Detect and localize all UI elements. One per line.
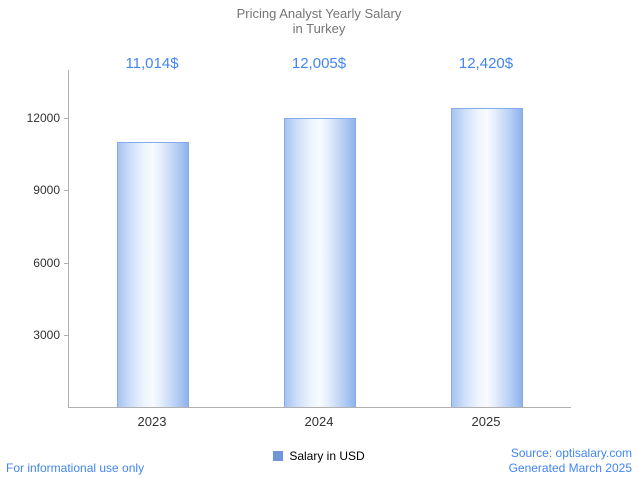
y-tick-label: 12000 (26, 111, 60, 126)
chart-title: Pricing Analyst Yearly Salary in Turkey (0, 6, 638, 36)
bar-2024 (284, 118, 356, 407)
x-tick-label: 2023 (137, 414, 167, 429)
legend-swatch-icon (273, 451, 284, 461)
y-tick-mark (64, 262, 68, 264)
x-tick-label: 2024 (304, 414, 334, 429)
chart-title-line1: Pricing Analyst Yearly Salary (236, 6, 402, 21)
plot-area (68, 70, 571, 408)
bar-2023 (117, 142, 189, 407)
legend-label: Salary in USD (289, 449, 365, 463)
generated-date: Generated March 2025 (508, 461, 632, 475)
bar-2025 (451, 108, 523, 407)
chart-title-line2: in Turkey (292, 21, 346, 36)
y-tick-mark (64, 334, 68, 336)
y-tick-mark (64, 118, 68, 120)
x-tick-label: 2025 (471, 414, 501, 429)
y-tick-mark (64, 190, 68, 192)
footer-source-block: Source: optisalary.com Generated March 2… (509, 446, 632, 476)
y-tick-label: 9000 (33, 183, 60, 198)
value-label: 12,420$ (458, 55, 514, 72)
value-label: 12,005$ (291, 55, 347, 72)
footer-disclaimer: For informational use only (6, 461, 145, 475)
source-link[interactable]: Source: optisalary.com (510, 446, 632, 460)
legend: Salary in USD (0, 449, 638, 463)
y-tick-label: 6000 (33, 255, 60, 270)
y-tick-label: 3000 (33, 327, 60, 342)
value-label: 11,014$ (125, 55, 179, 72)
